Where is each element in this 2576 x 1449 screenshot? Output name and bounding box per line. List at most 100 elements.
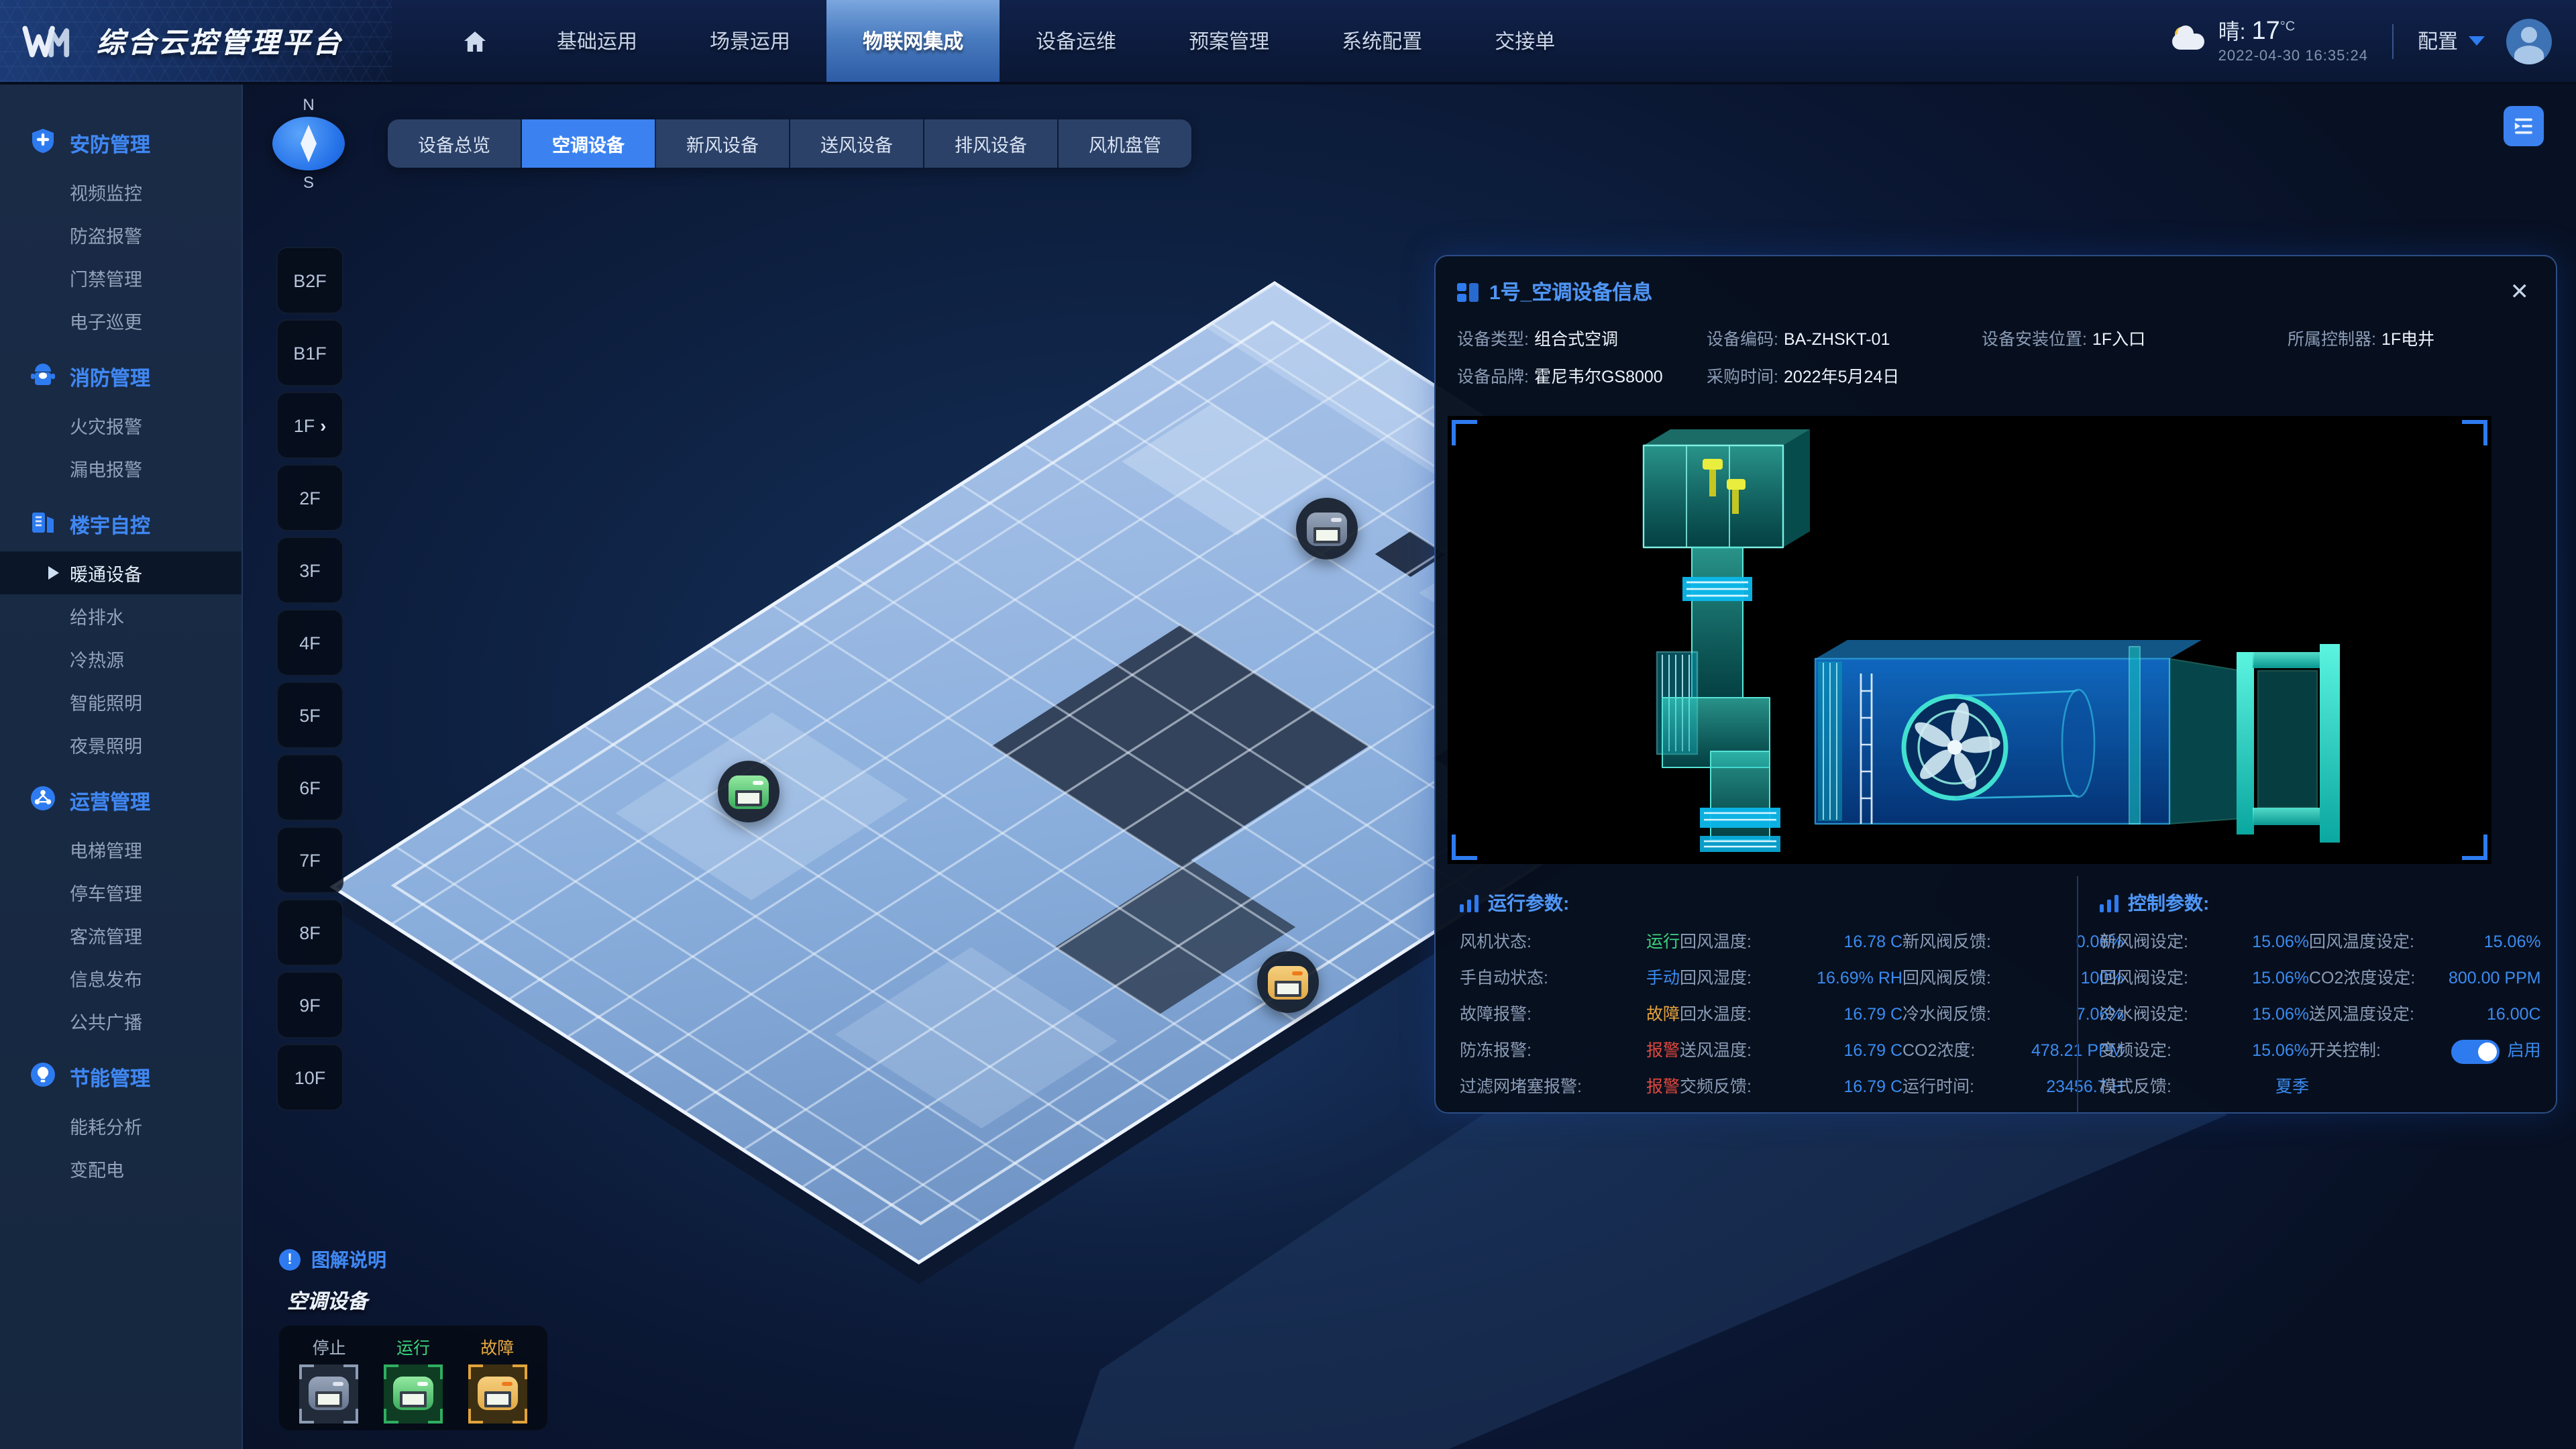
floor-button-B2F[interactable]: B2F [276,247,343,314]
sidebar-item-label: 火灾报警 [70,417,142,437]
nav-item-交接单[interactable]: 交接单 [1495,31,1556,54]
floor-label: 10F [294,1067,326,1087]
nav-item-预案管理[interactable]: 预案管理 [1189,31,1270,54]
ac-dash [333,1382,344,1386]
floor-label: 9F [299,995,321,1015]
floor-button-4F[interactable]: 4F [276,609,343,676]
info-label: 设备安装位置: [1982,330,2087,349]
floor-button-2F[interactable]: 2F [276,464,343,531]
ac-vent [1275,980,1301,996]
top-header: 综合云控管理平台 基础运用 场景运用 物联网集成 设备运维 预案管理 系统配置 交接单 晴:… [0,0,2576,82]
sidebar-item-视频监控[interactable]: 视频监控 [0,170,241,213]
legend-running-icon [383,1364,443,1423]
legend-title: 图解说明 [311,1249,386,1271]
sidebar-item-公共广播[interactable]: 公共广播 [0,1000,241,1042]
sidebar-group-header-运营管理[interactable]: 运营管理 [0,774,241,828]
info-value: 1F电井 [2381,330,2435,349]
floor-button-3F[interactable]: 3F [276,537,343,604]
tab-设备总览[interactable]: 设备总览 [388,119,522,168]
device-marker-stopped[interactable] [1296,498,1358,559]
floor-label: 2F [299,488,321,508]
sidebar-item-能耗分析[interactable]: 能耗分析 [0,1104,241,1147]
floor-label: 7F [299,850,321,870]
main-nav: 基础运用 场景运用 物联网集成 设备运维 预案管理 系统配置 交接单 [521,0,1591,82]
device-marker-running[interactable] [718,761,780,822]
sidebar-item-夜景照明[interactable]: 夜景照明 [0,723,241,766]
user-avatar[interactable] [2506,18,2552,64]
nav-item-系统配置[interactable]: 系统配置 [1342,31,1423,54]
sidebar-item-漏电报警[interactable]: 漏电报警 [0,447,241,490]
bracket-corner [383,1364,398,1379]
sidebar-item-冷热源[interactable]: 冷热源 [0,637,241,680]
tab-空调设备[interactable]: 空调设备 [522,119,656,168]
nav-item-物联网集成[interactable]: 物联网集成 [826,0,1000,82]
info-field: 设备编码: BA-ZHSKT-01 [1707,325,1982,350]
nav-item-设备运维[interactable]: 设备运维 [1036,31,1117,54]
ac-unit-icon [1307,512,1347,545]
legend-items: 停止 运行 故障 [279,1326,547,1430]
param-value: 800.00 PPM [2449,969,2541,987]
sidebar-item-变配电[interactable]: 变配电 [0,1147,241,1190]
sidebar-item-防盗报警[interactable]: 防盗报警 [0,213,241,256]
sidebar-item-客流管理[interactable]: 客流管理 [0,914,241,957]
config-menu[interactable]: 配置 [2418,27,2485,55]
bracket-corner [299,1364,315,1379]
datetime: 2022-04-30 16:35:24 [2218,48,2368,64]
bracket-corner [512,1408,527,1423]
nav-item-基础运用[interactable]: 基础运用 [557,31,638,54]
sidebar-group-header-楼宇自控[interactable]: 楼宇自控 [0,498,241,551]
sidebar-item-信息发布[interactable]: 信息发布 [0,957,241,1000]
home-icon[interactable] [429,0,521,82]
sidebar-item-电子巡更[interactable]: 电子巡更 [0,299,241,342]
floor-button-B1F[interactable]: B1F [276,319,343,386]
tab-送风设备[interactable]: 送风设备 [790,119,924,168]
param-label: 手自动状态: [1460,969,1548,987]
device-marker-fault[interactable] [1257,951,1319,1013]
sidebar-item-暖通设备[interactable]: 暖通设备 [0,551,241,594]
param-label: 送风温度设定: [2309,1005,2414,1024]
param-value: 7.06% [2076,1005,2124,1024]
sidebar-item-停车管理[interactable]: 停车管理 [0,871,241,914]
header-right: 晴: 17°C 2022-04-30 16:35:24 配置 [2172,0,2576,82]
param-value: 报警 [1646,1041,1680,1060]
sidebar-item-label: 变配电 [70,1161,124,1181]
floor-button-1F[interactable]: 1F › [276,392,343,459]
info-field: 所属控制器: 1F电井 [2288,325,2534,350]
sidebar-item-智能照明[interactable]: 智能照明 [0,680,241,723]
sidebar-group-header-消防管理[interactable]: 消防管理 [0,350,241,404]
sidebar-item-给排水[interactable]: 给排水 [0,594,241,637]
floor-button-7F[interactable]: 7F [276,826,343,894]
sidebar-item-电梯管理[interactable]: 电梯管理 [0,828,241,871]
tab-风机盘管[interactable]: 风机盘管 [1059,119,1191,168]
param-label: CO2浓度: [1902,1041,1976,1060]
legend-item-label: 故障 [480,1338,515,1357]
floor-button-6F[interactable]: 6F [276,754,343,821]
legend-item-running: 运行 [383,1333,443,1423]
model-viewport[interactable] [1448,416,2491,864]
collapse-panel-button[interactable] [2504,106,2544,146]
bracket-corner [427,1364,443,1379]
tab-新风设备[interactable]: 新风设备 [656,119,790,168]
sidebar-group: 消防管理火灾报警漏电报警 [0,350,241,490]
ac-dash [501,1382,513,1386]
switch-toggle-on[interactable] [2451,1039,2500,1063]
floor-button-10F[interactable]: 10F [276,1044,343,1111]
param-label: 防冻报警: [1460,1041,1532,1060]
sidebar-item-门禁管理[interactable]: 门禁管理 [0,256,241,299]
info-value: 组合式空调 [1534,330,1618,349]
floor-button-8F[interactable]: 8F [276,899,343,966]
control-params-title-row: 控制参数: [2100,890,2541,916]
floor-button-9F[interactable]: 9F [276,971,343,1038]
nav-item-场景运用[interactable]: 场景运用 [710,31,791,54]
param-label: 新风阀反馈: [1902,932,1991,951]
floor-button-5F[interactable]: 5F [276,682,343,749]
time-text: 16:35:24 [2305,48,2368,64]
param-label: 送风温度: [1680,1041,1752,1060]
sidebar-group-header-节能管理[interactable]: 节能管理 [0,1051,241,1104]
tab-排风设备[interactable]: 排风设备 [924,119,1059,168]
share-icon [30,784,56,818]
weather-temperature: 17 [2251,17,2280,45]
close-icon[interactable]: ✕ [2510,279,2530,305]
sidebar-group-header-安防管理[interactable]: 安防管理 [0,117,241,170]
sidebar-item-火灾报警[interactable]: 火灾报警 [0,404,241,447]
